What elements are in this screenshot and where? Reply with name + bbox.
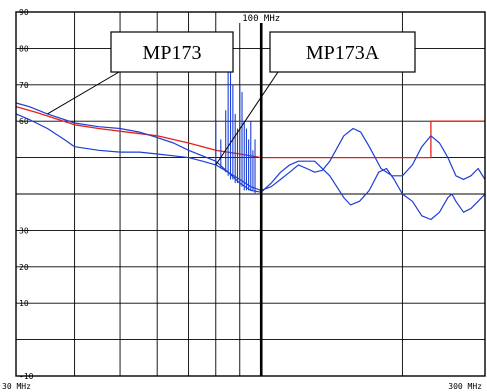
- callout-label: MP173A: [306, 42, 380, 64]
- y-tick-label: 60: [19, 117, 29, 126]
- callout-leader: [47, 71, 120, 115]
- y-tick-label: 10: [19, 299, 29, 308]
- series-layer: [15, 66, 486, 221]
- callout-label: MP173: [143, 42, 202, 64]
- y-tick-label: 30: [19, 226, 29, 235]
- x-tick-labels: 30 MHz 300 MHz: [2, 382, 482, 391]
- y-tick-label: 80: [19, 44, 29, 53]
- series-line-mp173: [15, 102, 486, 191]
- callout-leader: [215, 71, 279, 166]
- y-tick-label: 20: [19, 263, 29, 272]
- marker-label-background: [237, 12, 286, 23]
- x-tick-label: 30 MHz: [2, 382, 31, 391]
- x-tick-label: 300 MHz: [448, 382, 482, 391]
- callout-box: [269, 31, 416, 73]
- callout-box: [110, 31, 234, 73]
- series-line-mp173a: [15, 113, 486, 221]
- y-tick-label: 70: [19, 81, 29, 90]
- marker-label: 100 MHz: [242, 14, 280, 24]
- frequency-marker: 100 MHz: [237, 12, 286, 376]
- plot-frame: [15, 11, 486, 377]
- callouts-layer: MP173 MP173A: [47, 31, 416, 166]
